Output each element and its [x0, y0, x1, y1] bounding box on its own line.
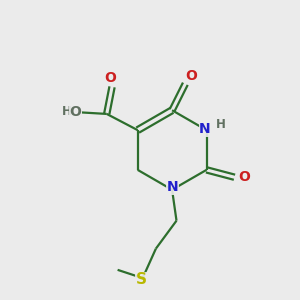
Text: S: S — [136, 272, 147, 287]
Text: H: H — [62, 105, 72, 119]
Text: O: O — [105, 71, 116, 85]
Text: O: O — [69, 105, 81, 119]
Text: N: N — [199, 122, 211, 136]
Text: O: O — [238, 170, 250, 184]
Text: H: H — [216, 118, 226, 131]
Text: N: N — [167, 180, 178, 194]
Text: O: O — [185, 69, 197, 83]
